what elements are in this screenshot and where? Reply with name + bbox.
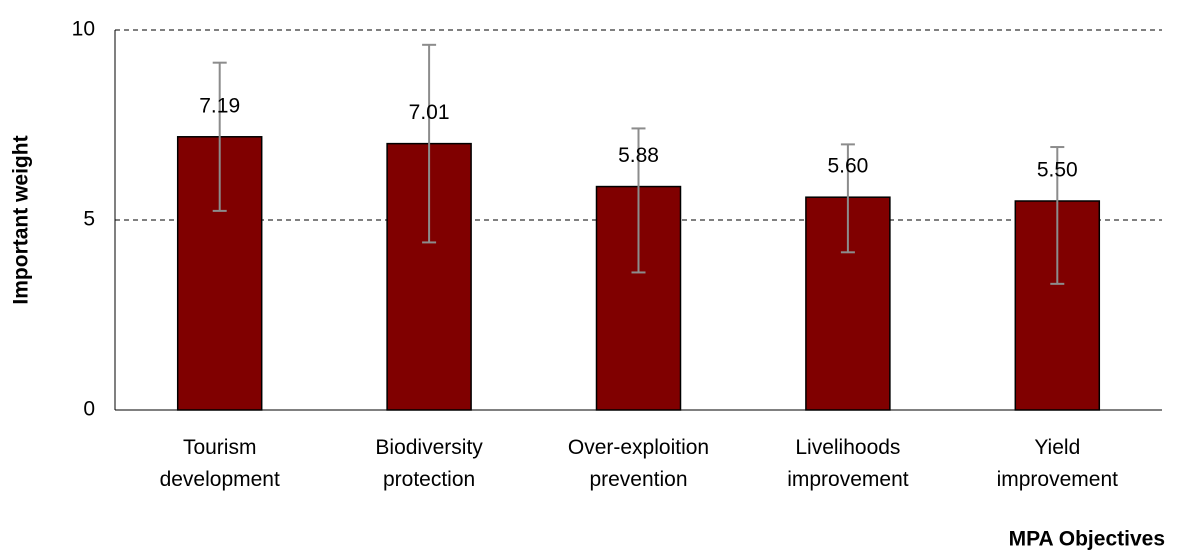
x-tick-label: Yield improvement (997, 436, 1119, 491)
value-label: 7.19 (199, 94, 240, 117)
x-tick-label: Tourism development (160, 436, 280, 491)
value-label: 7.01 (409, 101, 450, 124)
x-axis-title: MPA Objectives (1009, 528, 1165, 550)
y-tick-label: 10 (72, 18, 95, 41)
y-tick-label: 5 (83, 208, 95, 231)
value-label: 5.88 (618, 144, 659, 167)
x-tick-label: Livelihoods improvement (787, 436, 909, 491)
x-tick-label: Over-exploition prevention (568, 436, 709, 491)
value-label: 5.60 (827, 155, 868, 178)
value-label: 5.50 (1037, 159, 1078, 182)
x-tick-label: Biodiversity protection (375, 436, 483, 491)
y-tick-label: 0 (83, 398, 95, 421)
y-axis-title: Important weight (10, 135, 33, 304)
